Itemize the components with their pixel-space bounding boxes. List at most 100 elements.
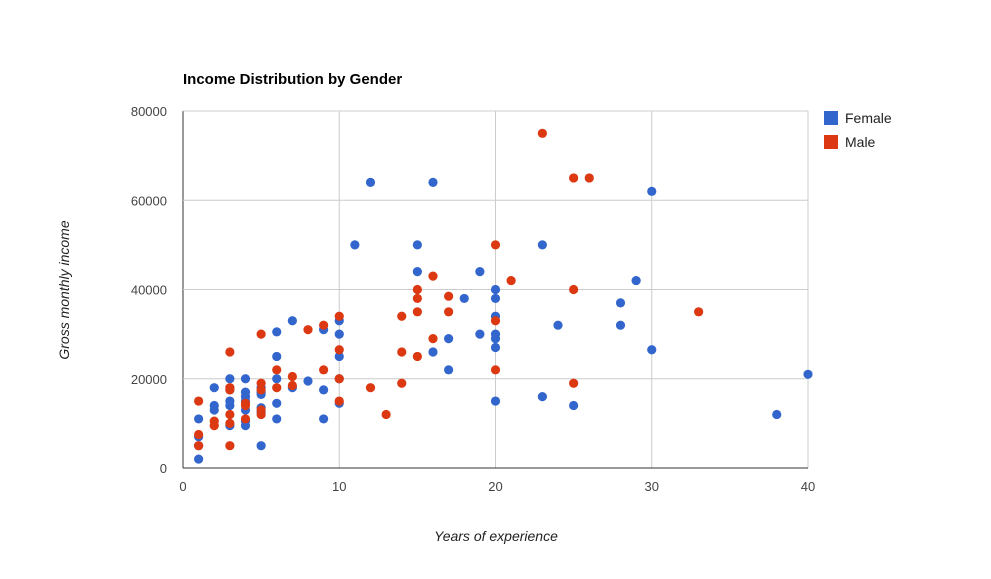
data-point-female [194, 454, 204, 464]
data-point-female [803, 369, 813, 379]
data-point-male [194, 396, 204, 406]
data-point-female [209, 383, 219, 393]
x-tick-label: 10 [332, 479, 346, 494]
data-point-female [444, 333, 454, 344]
data-point-female [631, 275, 641, 286]
x-tick-label: 0 [179, 479, 186, 494]
data-point-female [428, 177, 438, 187]
data-point-male [240, 398, 251, 408]
data-point-male [225, 409, 235, 420]
data-point-female [490, 342, 501, 353]
x-axis-title: Years of experience [434, 528, 558, 544]
x-tick-label: 20 [488, 479, 502, 494]
data-point-female [209, 400, 219, 411]
data-point-female [272, 374, 282, 384]
data-point-female [537, 392, 547, 402]
data-point-female [490, 396, 501, 406]
data-point-female [287, 316, 297, 326]
data-point-female [272, 327, 282, 337]
data-point-female [225, 396, 235, 406]
data-point-female [615, 320, 626, 330]
data-point-female [303, 376, 313, 386]
data-point-female [319, 414, 329, 424]
data-point-female [647, 345, 657, 355]
data-point-female [412, 267, 422, 277]
legend-swatch [824, 111, 838, 125]
data-point-female [475, 267, 485, 277]
data-point-female [569, 400, 579, 411]
data-point-male [287, 371, 297, 382]
data-point-female [334, 351, 344, 362]
data-point-male [569, 378, 579, 388]
data-point-female [428, 347, 438, 357]
data-points [194, 128, 813, 464]
data-point-male [397, 347, 407, 357]
data-point-female [412, 240, 422, 250]
data-point-female [490, 293, 501, 304]
x-tick-label: 30 [645, 479, 659, 494]
y-tick-label: 20000 [131, 372, 167, 387]
data-point-male [225, 418, 235, 428]
series-male [194, 128, 704, 451]
data-point-male [272, 383, 282, 393]
data-point-male [334, 374, 344, 384]
data-point-female [475, 329, 485, 339]
y-tick-label: 40000 [131, 283, 167, 298]
data-point-female [490, 329, 501, 339]
data-point-male [256, 385, 266, 395]
data-point-female [272, 414, 282, 424]
data-point-male [412, 351, 422, 362]
y-tick-label: 60000 [131, 193, 167, 208]
data-point-male [490, 240, 501, 250]
data-point-female [256, 441, 266, 451]
data-point-male [584, 173, 594, 183]
data-point-male [412, 284, 422, 295]
legend-label: Male [845, 134, 876, 150]
data-point-male [225, 347, 235, 357]
y-tick-label: 80000 [131, 104, 167, 119]
data-point-male [194, 441, 204, 451]
data-point-male [334, 345, 344, 355]
data-point-male [694, 307, 704, 317]
data-point-male [209, 416, 219, 426]
data-point-male [569, 173, 579, 183]
data-point-male [334, 396, 344, 406]
data-point-male [287, 380, 297, 391]
data-point-male [303, 325, 313, 335]
data-point-male [397, 311, 407, 321]
legend-item-female[interactable]: Female [824, 110, 892, 126]
data-point-male [319, 365, 329, 375]
data-point-male [569, 284, 579, 295]
legend-item-male[interactable]: Male [824, 134, 876, 150]
data-point-female [240, 387, 251, 397]
data-point-female [365, 177, 376, 187]
legend-swatch [824, 135, 838, 149]
grid [182, 110, 809, 469]
data-point-female [615, 298, 626, 308]
data-point-male [272, 365, 282, 375]
data-point-male [537, 128, 547, 138]
data-point-female [772, 409, 782, 420]
data-point-male [256, 405, 266, 415]
x-tick-label: 40 [801, 479, 815, 494]
legend[interactable]: Female Male [824, 110, 892, 150]
data-point-female [334, 329, 344, 339]
data-point-female [240, 374, 251, 384]
data-point-male [365, 383, 376, 393]
data-point-male [256, 378, 266, 388]
data-point-female [225, 374, 235, 384]
data-point-male [506, 275, 516, 286]
data-point-male [225, 441, 235, 451]
data-point-male [490, 316, 501, 326]
data-point-male [381, 409, 391, 420]
data-point-female [272, 398, 282, 408]
data-point-male [428, 333, 438, 344]
data-point-male [194, 429, 204, 440]
data-point-female [647, 186, 657, 196]
chart-title: Income Distribution by Gender [183, 71, 402, 88]
data-point-female [459, 293, 469, 304]
legend-label: Female [845, 110, 892, 126]
data-point-male [319, 320, 329, 330]
y-axis-title: Gross monthly income [56, 220, 72, 359]
